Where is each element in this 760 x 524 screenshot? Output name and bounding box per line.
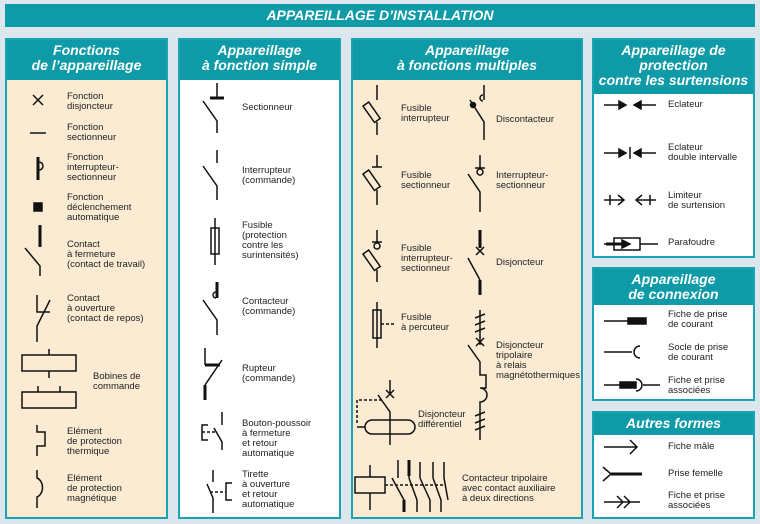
label-discontacteur: Discontacteur bbox=[496, 114, 555, 125]
panel-title: Autres formes bbox=[594, 413, 753, 435]
label-tirette: Tirette à ouverture et retour automatiqu… bbox=[242, 469, 295, 510]
label-bouton-poussoir: Bouton-poussoir à fermeture et retour au… bbox=[242, 418, 312, 459]
label-contacteur: Contacteur (commande) bbox=[242, 296, 296, 317]
panel-title: Appareillage à fonctions multiples bbox=[353, 40, 581, 80]
label-eclateur-double: Eclateur double intervalle bbox=[668, 142, 738, 163]
label-fonction-disjoncteur: Fonction disjoncteur bbox=[67, 91, 113, 112]
label-fusible-percuteur: Fusible à percuteur bbox=[401, 312, 450, 333]
label-protection-magnetique: Elément de protection magnétique bbox=[67, 473, 122, 504]
panel-surtensions: Appareillage de protection contre les su… bbox=[592, 38, 755, 258]
label-fusible-interrupteur-sectionneur: Fusible interrupteur- sectionneur bbox=[401, 243, 453, 274]
label-contacteur-tripolaire: Contacteur tripolaire avec contact auxil… bbox=[462, 473, 556, 504]
label-parafoudre: Parafoudre bbox=[668, 237, 716, 248]
label-eclateur: Eclateur bbox=[668, 99, 703, 110]
label-bobines: Bobines de commande bbox=[93, 371, 141, 392]
label-fonction-sectionneur: Fonction sectionneur bbox=[67, 122, 117, 143]
label-rupteur: Rupteur (commande) bbox=[242, 363, 296, 384]
label-disjoncteur-tripolaire: Disjoncteur tripolaire à relais magnétot… bbox=[496, 340, 580, 381]
label-fonction-interrupteur-sectionneur: Fonction interrupteur- sectionneur bbox=[67, 152, 119, 183]
label-fiche-prise-associees-2: Fiche et prise associées bbox=[668, 490, 726, 511]
label-socle-prise: Socle de prise de courant bbox=[668, 342, 729, 363]
panel-fonctions-multiples: Appareillage à fonctions multiples bbox=[351, 38, 583, 519]
panel-title: Appareillage à fonction simple bbox=[180, 40, 339, 80]
label-fiche-prise-associees: Fiche et prise associées bbox=[668, 375, 726, 396]
label-contact-fermeture: Contact à fermeture (contact de travail) bbox=[67, 239, 146, 270]
label-fonction-declenchement: Fonction déclenchement automatique bbox=[67, 192, 132, 223]
label-prise-femelle: Prise femelle bbox=[668, 468, 723, 479]
panel-title: Fonctions de l’appareillage bbox=[7, 40, 166, 80]
label-interrupteur: Interrupteur (commande) bbox=[242, 165, 296, 186]
label-fiche-male: Fiche mâle bbox=[668, 441, 715, 452]
label-fusible-sectionneur: Fusible sectionneur bbox=[401, 170, 451, 191]
main-title: APPAREILLAGE D’INSTALLATION bbox=[5, 4, 755, 27]
panel-title: Appareillage de connexion bbox=[594, 269, 753, 305]
label-protection-thermique: Elément de protection thermique bbox=[67, 426, 122, 457]
label-fusible: Fusible (protection contre les surintens… bbox=[242, 220, 299, 261]
label-sectionneur: Sectionneur bbox=[242, 102, 293, 113]
label-interrupteur-sectionneur: Interrupteur- sectionneur bbox=[496, 170, 549, 191]
panel-title: Appareillage de protection contre les su… bbox=[594, 40, 753, 94]
label-disjoncteur: Disjoncteur bbox=[496, 257, 544, 268]
label-disjoncteur-differentiel: Disjoncteur différentiel bbox=[418, 409, 466, 430]
label-fiche-prise: Fiche de prise de courant bbox=[668, 309, 728, 330]
label-fusible-interrupteur: Fusible interrupteur bbox=[401, 103, 450, 124]
label-limiteur: Limiteur de surtension bbox=[668, 190, 726, 211]
label-contact-ouverture: Contact à ouverture (contact de repos) bbox=[67, 293, 144, 324]
panel-fonctions: Fonctions de l’appareillage bbox=[5, 38, 168, 519]
